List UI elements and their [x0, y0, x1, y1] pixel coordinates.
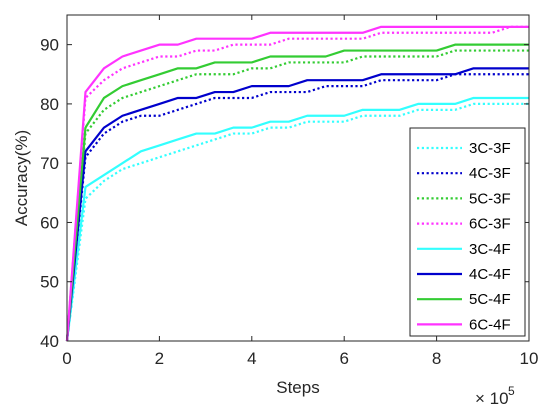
y-tick-label: 40 — [40, 332, 59, 351]
y-tick-label: 70 — [40, 154, 59, 173]
axes-frame — [66, 14, 530, 342]
x-multiplier-label: × 10 — [475, 389, 509, 408]
series-line-3c-4f — [65, 96, 529, 342]
legend-label-4c-4f: 4C-4F — [469, 266, 511, 283]
x-axis-label: Steps — [276, 378, 319, 397]
series-line-5c-4f — [65, 43, 529, 342]
legend: 3C-3F 4C-3F 5C-3F 6C-3F 3C-4F 4C-4F 5C-4F 6C-4F — [409, 127, 526, 337]
series-line-6c-4f — [65, 25, 529, 342]
y-tick-label: 60 — [40, 213, 59, 232]
legend-box — [409, 127, 526, 337]
x-tick-label: 6 — [339, 349, 348, 368]
x-multiplier-exponent: 5 — [508, 384, 515, 398]
y-tick-label: 90 — [40, 36, 59, 55]
x-tick-label: 4 — [247, 349, 256, 368]
legend-label-3c-4f: 3C-4F — [469, 241, 511, 258]
y-axis-label: Accuracy(%) — [12, 130, 31, 226]
series-line-5c-3f — [65, 49, 529, 342]
series-line-4c-4f — [65, 67, 529, 342]
series-layer — [65, 25, 529, 342]
legend-label-4c-3f: 4C-3F — [469, 165, 511, 182]
x-tick-label: 0 — [62, 349, 71, 368]
legend-label-3c-3f: 3C-3F — [469, 140, 511, 157]
x-tick-label: 2 — [155, 349, 164, 368]
y-tick-label: 80 — [40, 95, 59, 114]
tick-labels-layer: 0 2 4 6 8 10 40 50 60 70 80 90 — [40, 36, 538, 368]
x-tick-label: 10 — [520, 349, 539, 368]
x-tick-label: 8 — [432, 349, 441, 368]
series-line-6c-3f — [65, 25, 529, 342]
legend-items: 3C-3F 4C-3F 5C-3F 6C-3F 3C-4F 4C-4F 5C-4F 6C-4F — [417, 140, 511, 333]
series-line-3c-3f — [65, 102, 529, 342]
y-tick-label: 50 — [40, 273, 59, 292]
legend-label-5c-4f: 5C-4F — [469, 291, 511, 308]
legend-label-6c-3f: 6C-3F — [469, 216, 511, 233]
legend-label-6c-4f: 6C-4F — [469, 316, 511, 333]
legend-label-5c-3f: 5C-3F — [469, 190, 511, 207]
